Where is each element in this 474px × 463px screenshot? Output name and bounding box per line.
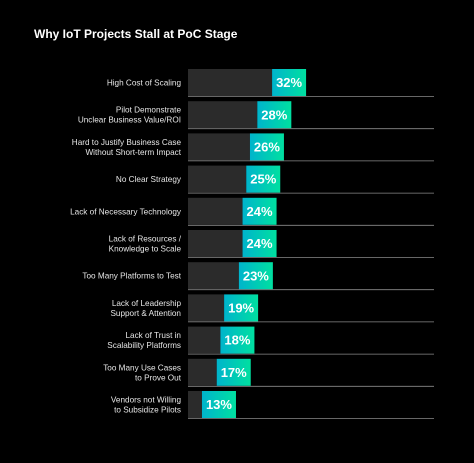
bar-body bbox=[188, 391, 202, 418]
bar-row: 25% No Clear Strategy bbox=[116, 165, 434, 194]
bar-value-block bbox=[224, 294, 259, 322]
bar-value-block bbox=[246, 165, 281, 193]
bar-value-block bbox=[220, 326, 255, 354]
bar-value-label: 26% bbox=[254, 140, 280, 155]
category-label: Lack of Resources / bbox=[109, 235, 182, 244]
bar-value-label: 17% bbox=[221, 365, 247, 380]
bar-value-label: 19% bbox=[228, 301, 254, 316]
bar-row: 26% Hard to Justify Business CaseWithout … bbox=[72, 133, 434, 162]
bar-body bbox=[188, 262, 239, 290]
bar-row: 32% High Cost of Scaling bbox=[107, 69, 434, 97]
chart-title: Why IoT Projects Stall at PoC Stage bbox=[34, 27, 238, 41]
bar-body bbox=[188, 294, 225, 322]
bar-value-label: 23% bbox=[243, 268, 269, 283]
bar-row: 24% Lack of Necessary Technology bbox=[70, 197, 434, 226]
bar-value-block bbox=[249, 133, 284, 161]
category-label: Without Short-term Impact bbox=[85, 148, 181, 157]
bar-value-block bbox=[201, 391, 236, 418]
bar-value-label: 28% bbox=[261, 107, 287, 122]
bar-value-label: 24% bbox=[247, 204, 273, 219]
category-label: Lack of Trust in bbox=[125, 331, 181, 340]
bar-value-block bbox=[242, 197, 277, 225]
bar-body bbox=[188, 165, 247, 193]
bar-body bbox=[188, 69, 273, 96]
category-label: Hard to Justify Business Case bbox=[72, 138, 182, 147]
bar-value-label: 24% bbox=[247, 236, 273, 251]
category-label: High Cost of Scaling bbox=[107, 79, 182, 88]
category-label: Unclear Business Value/ROI bbox=[78, 116, 181, 125]
category-label: Lack of Leadership bbox=[112, 299, 182, 308]
bar-body bbox=[188, 230, 243, 257]
category-label: Vendors not Willing bbox=[111, 396, 182, 405]
bar-row: 23% Too Many Platforms to Test bbox=[82, 262, 434, 291]
bars-layer: 32% High Cost of Scaling 28% Pilot Demonstr… bbox=[70, 69, 434, 419]
bar-value-block bbox=[238, 262, 273, 290]
bar-body bbox=[188, 197, 243, 225]
bar-value-block bbox=[257, 101, 292, 129]
bar-value-label: 18% bbox=[224, 333, 250, 348]
category-label: No Clear Strategy bbox=[116, 175, 182, 184]
bar-body bbox=[188, 101, 258, 129]
bar-body bbox=[188, 326, 221, 354]
category-label: to Subsidize Pilots bbox=[114, 406, 181, 415]
category-label: Too Many Platforms to Test bbox=[82, 272, 181, 281]
category-label: Pilot Demonstrate bbox=[116, 106, 182, 115]
category-label: Too Many Use Cases bbox=[103, 363, 181, 372]
bar-row: 24% Lack of Resources /Knowledge to Scale bbox=[109, 230, 434, 258]
category-label: Lack of Necessary Technology bbox=[70, 207, 182, 216]
category-label: to Prove Out bbox=[135, 373, 182, 382]
bar-body bbox=[188, 133, 250, 161]
bar-value-label: 32% bbox=[276, 75, 302, 90]
bar-value-block bbox=[272, 69, 307, 96]
bar-value-label: 13% bbox=[206, 397, 232, 412]
category-label: Scalability Platforms bbox=[107, 341, 181, 350]
bar-value-block bbox=[216, 358, 251, 386]
bar-value-block bbox=[242, 230, 277, 257]
category-label: Support & Attention bbox=[110, 309, 181, 318]
bar-body bbox=[188, 358, 217, 386]
category-label: Knowledge to Scale bbox=[109, 245, 182, 254]
bar-value-label: 25% bbox=[250, 172, 276, 187]
